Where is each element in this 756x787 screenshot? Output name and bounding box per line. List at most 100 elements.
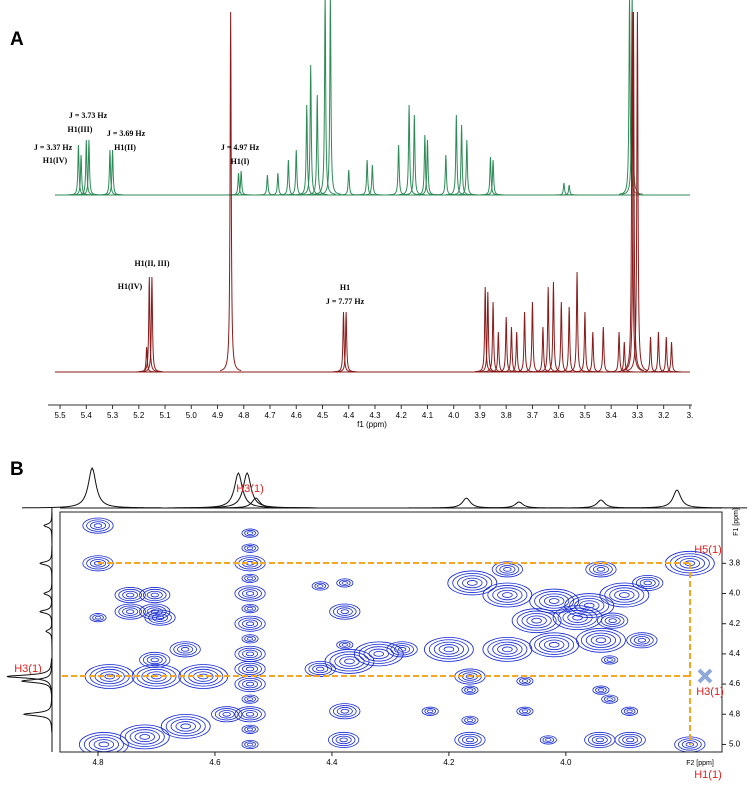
contour-ring [519,677,531,685]
contour-ring [238,677,262,691]
cross-marker [697,668,713,684]
contour-ring [619,592,630,598]
contour-ring [245,621,255,626]
contour-ring [521,613,552,629]
contour-ring [543,639,565,651]
x-axis-label: F2 [ppm] [686,760,714,767]
annotation: H3(1) [696,686,724,698]
contour-ring [639,578,656,588]
peak [456,139,478,196]
contour-ring [246,697,254,701]
x-tick-label: 4.2 [396,411,408,420]
contour-ring [339,579,351,587]
cross-peak [241,739,259,750]
y-tick-label: 4.8 [729,709,741,718]
cross-peak [139,587,171,604]
contour-ring [623,708,636,715]
cross-peak [329,603,361,620]
x-tick-label: 4.0 [448,411,460,420]
peak [338,169,360,196]
peak [482,159,504,196]
x-tick-label: 5.5 [55,411,67,420]
contour-ring [545,738,552,742]
contour-ring [465,737,475,743]
contour-ring [499,565,516,574]
contour-ring [333,605,357,618]
cross-peak [234,615,266,632]
contour-ring [466,718,474,723]
contour-ring [618,733,642,747]
contour-ring [218,710,235,719]
contour-ring [548,642,560,648]
cross-peak [336,640,354,650]
peak [220,11,242,372]
trace-peak [39,593,53,630]
peak [319,0,341,195]
y-tick-label: 4.6 [729,679,741,688]
contour-ring [358,643,399,664]
contour-ring [633,636,650,645]
annotation: H1(II, III) [134,259,169,268]
cross-peak [614,731,646,748]
peak [335,311,357,373]
contour-ring [180,647,190,652]
contour-ring [543,595,565,607]
cross-peak [585,561,617,578]
cross-peak [139,651,171,668]
contour-ring [333,705,357,718]
cross-peak [114,603,146,620]
contour-ring [242,649,259,659]
contour-ring [331,733,356,747]
x-tick-label: 4.6 [209,758,221,767]
contour-ring [244,605,256,612]
trace-peak [20,662,53,700]
contour-ring [341,581,348,585]
cross-peak [160,713,211,739]
peak [306,94,328,196]
cross-peak [304,660,336,677]
contour-ring [335,735,352,745]
contour-ring [238,617,262,630]
contour-ring [244,726,256,733]
contour-ring [245,681,255,687]
contour-ring [526,615,547,626]
y-tick-label: 4.0 [729,589,741,598]
cross-peak [576,627,626,653]
contour-ring [314,582,327,590]
cross-peak [114,587,146,604]
contour-ring [245,711,255,717]
contour-ring [339,656,360,667]
contour-ring [585,632,617,648]
annotation: H1 [340,283,350,292]
peak [70,154,92,196]
contour-ring [339,641,351,649]
x-tick-label: 4.9 [212,411,224,420]
contour-ring [643,580,652,586]
contour-ring [519,708,531,715]
annotation: H1(IV) [118,282,143,291]
cross-peak [529,588,580,614]
x-tick-label: 5.3 [107,411,119,420]
peak [477,291,499,373]
cross-peak [119,724,170,750]
peak [78,139,100,196]
x-tick-label: 4.0 [560,758,572,767]
contour-ring [465,674,475,679]
contour-ring [245,591,255,596]
contour-ring [316,666,325,672]
contour-ring [246,576,254,581]
x-tick-label: 4.3 [369,411,381,420]
x-tick-label: 3.8 [501,411,513,420]
contour-ring [244,545,256,552]
cross-peak [241,634,259,644]
contour-ring [246,546,254,551]
trace-peak [606,489,748,509]
contour-ring [589,563,613,576]
contour-ring [397,647,407,652]
contour-ring [308,662,333,676]
contour-ring [175,721,196,732]
x-axis-label: f1 (ppm) [357,420,387,429]
contour-ring [238,587,262,600]
trace-peak [396,497,537,509]
x-tick-label: 3.3 [632,411,644,420]
